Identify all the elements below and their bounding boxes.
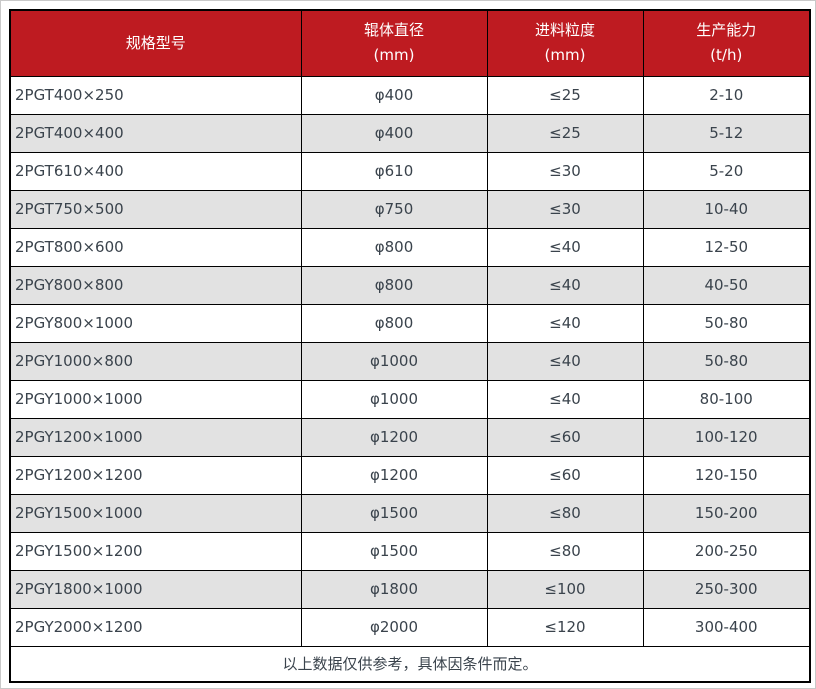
feed-size-cell: ≤40 bbox=[486, 303, 644, 343]
model-cell: 2PGY1800×1000 bbox=[9, 569, 302, 609]
model-cell: 2PGY1500×1000 bbox=[9, 493, 302, 533]
capacity-cell: 50-80 bbox=[642, 303, 811, 343]
header-roller-diameter-unit: (mm) bbox=[373, 46, 415, 65]
model-cell: 2PGY800×800 bbox=[9, 265, 302, 305]
feed-size-cell: ≤80 bbox=[486, 493, 644, 533]
model-cell: 2PGT400×400 bbox=[9, 113, 302, 153]
feed-size-cell: ≤25 bbox=[486, 75, 644, 115]
roller-diameter-cell: φ1200 bbox=[300, 417, 488, 457]
feed-size-cell: ≤60 bbox=[486, 417, 644, 457]
capacity-cell: 120-150 bbox=[642, 455, 811, 495]
model-cell: 2PGY800×1000 bbox=[9, 303, 302, 343]
table-row: 2PGT800×600 φ800 ≤40 12-50 bbox=[9, 227, 811, 267]
header-capacity-title: 生产能力 bbox=[696, 20, 757, 39]
table-row: 2PGY1500×1000 φ1500 ≤80 150-200 bbox=[9, 493, 811, 533]
model-cell: 2PGY1000×800 bbox=[9, 341, 302, 381]
feed-size-cell: ≤120 bbox=[486, 607, 644, 647]
footnote-row: 以上数据仅供参考，具体因条件而定。 bbox=[9, 645, 811, 683]
feed-size-cell: ≤40 bbox=[486, 227, 644, 267]
roller-diameter-cell: φ1800 bbox=[300, 569, 488, 609]
roller-diameter-cell: φ610 bbox=[300, 151, 488, 191]
capacity-cell: 80-100 bbox=[642, 379, 811, 419]
roller-diameter-cell: φ1000 bbox=[300, 379, 488, 419]
model-cell: 2PGY1200×1000 bbox=[9, 417, 302, 457]
table-header: 规格型号 辊体直径 (mm) 进料粒度 (mm) 生产能力 (t/h) bbox=[9, 9, 811, 77]
header-capacity-unit: (t/h) bbox=[710, 46, 743, 65]
table-row: 2PGY1200×1000 φ1200 ≤60 100-120 bbox=[9, 417, 811, 457]
feed-size-cell: ≤40 bbox=[486, 265, 644, 305]
feed-size-cell: ≤40 bbox=[486, 341, 644, 381]
capacity-cell: 10-40 bbox=[642, 189, 811, 229]
capacity-cell: 150-200 bbox=[642, 493, 811, 533]
model-cell: 2PGT750×500 bbox=[9, 189, 302, 229]
model-cell: 2PGY2000×1200 bbox=[9, 607, 302, 647]
model-cell: 2PGT610×400 bbox=[9, 151, 302, 191]
model-cell: 2PGY1500×1200 bbox=[9, 531, 302, 571]
capacity-cell: 5-20 bbox=[642, 151, 811, 191]
table-row: 2PGT400×400 φ400 ≤25 5-12 bbox=[9, 113, 811, 153]
capacity-cell: 40-50 bbox=[642, 265, 811, 305]
roller-diameter-cell: φ400 bbox=[300, 113, 488, 153]
header-feed-size: 进料粒度 (mm) bbox=[486, 9, 644, 77]
table-row: 2PGY800×1000 φ800 ≤40 50-80 bbox=[9, 303, 811, 343]
capacity-cell: 50-80 bbox=[642, 341, 811, 381]
roller-diameter-cell: φ400 bbox=[300, 75, 488, 115]
capacity-cell: 100-120 bbox=[642, 417, 811, 457]
feed-size-cell: ≤25 bbox=[486, 113, 644, 153]
feed-size-cell: ≤100 bbox=[486, 569, 644, 609]
capacity-cell: 12-50 bbox=[642, 227, 811, 267]
roller-diameter-cell: φ1500 bbox=[300, 531, 488, 571]
table-row: 2PGT400×250 φ400 ≤25 2-10 bbox=[9, 75, 811, 115]
header-model: 规格型号 bbox=[9, 9, 302, 77]
table-row: 2PGT610×400 φ610 ≤30 5-20 bbox=[9, 151, 811, 191]
feed-size-cell: ≤30 bbox=[486, 189, 644, 229]
table-row: 2PGY2000×1200 φ2000 ≤120 300-400 bbox=[9, 607, 811, 647]
capacity-cell: 2-10 bbox=[642, 75, 811, 115]
capacity-cell: 200-250 bbox=[642, 531, 811, 571]
model-cell: 2PGT800×600 bbox=[9, 227, 302, 267]
roller-diameter-cell: φ1500 bbox=[300, 493, 488, 533]
header-row: 规格型号 辊体直径 (mm) 进料粒度 (mm) 生产能力 (t/h) bbox=[9, 9, 811, 77]
model-cell: 2PGY1200×1200 bbox=[9, 455, 302, 495]
feed-size-cell: ≤40 bbox=[486, 379, 644, 419]
header-roller-diameter: 辊体直径 (mm) bbox=[300, 9, 488, 77]
feed-size-cell: ≤80 bbox=[486, 531, 644, 571]
model-cell: 2PGT400×250 bbox=[9, 75, 302, 115]
table-row: 2PGY1800×1000 φ1800 ≤100 250-300 bbox=[9, 569, 811, 609]
table-row: 2PGY1200×1200 φ1200 ≤60 120-150 bbox=[9, 455, 811, 495]
model-cell: 2PGY1000×1000 bbox=[9, 379, 302, 419]
header-roller-diameter-title: 辊体直径 bbox=[363, 20, 424, 39]
table-row: 2PGT750×500 φ750 ≤30 10-40 bbox=[9, 189, 811, 229]
header-feed-size-unit: (mm) bbox=[544, 46, 586, 65]
header-capacity: 生产能力 (t/h) bbox=[642, 9, 811, 77]
table-body: 2PGT400×250 φ400 ≤25 2-10 2PGT400×400 φ4… bbox=[9, 75, 811, 647]
capacity-cell: 5-12 bbox=[642, 113, 811, 153]
roller-diameter-cell: φ800 bbox=[300, 265, 488, 305]
table-row: 2PGY1500×1200 φ1500 ≤80 200-250 bbox=[9, 531, 811, 571]
header-feed-size-title: 进料粒度 bbox=[534, 20, 595, 39]
roller-diameter-cell: φ1200 bbox=[300, 455, 488, 495]
roller-diameter-cell: φ1000 bbox=[300, 341, 488, 381]
feed-size-cell: ≤30 bbox=[486, 151, 644, 191]
roller-diameter-cell: φ750 bbox=[300, 189, 488, 229]
header-model-title: 规格型号 bbox=[125, 33, 186, 52]
roller-diameter-cell: φ800 bbox=[300, 303, 488, 343]
capacity-cell: 250-300 bbox=[642, 569, 811, 609]
capacity-cell: 300-400 bbox=[642, 607, 811, 647]
table-row: 2PGY1000×800 φ1000 ≤40 50-80 bbox=[9, 341, 811, 381]
table-row: 2PGY800×800 φ800 ≤40 40-50 bbox=[9, 265, 811, 305]
roller-diameter-cell: φ800 bbox=[300, 227, 488, 267]
table-row: 2PGY1000×1000 φ1000 ≤40 80-100 bbox=[9, 379, 811, 419]
footnote-text: 以上数据仅供参考，具体因条件而定。 bbox=[9, 645, 811, 683]
feed-size-cell: ≤60 bbox=[486, 455, 644, 495]
table-footer: 以上数据仅供参考，具体因条件而定。 bbox=[9, 645, 811, 683]
roller-diameter-cell: φ2000 bbox=[300, 607, 488, 647]
specification-table: 规格型号 辊体直径 (mm) 进料粒度 (mm) 生产能力 (t/h) 2PGT… bbox=[9, 9, 811, 683]
